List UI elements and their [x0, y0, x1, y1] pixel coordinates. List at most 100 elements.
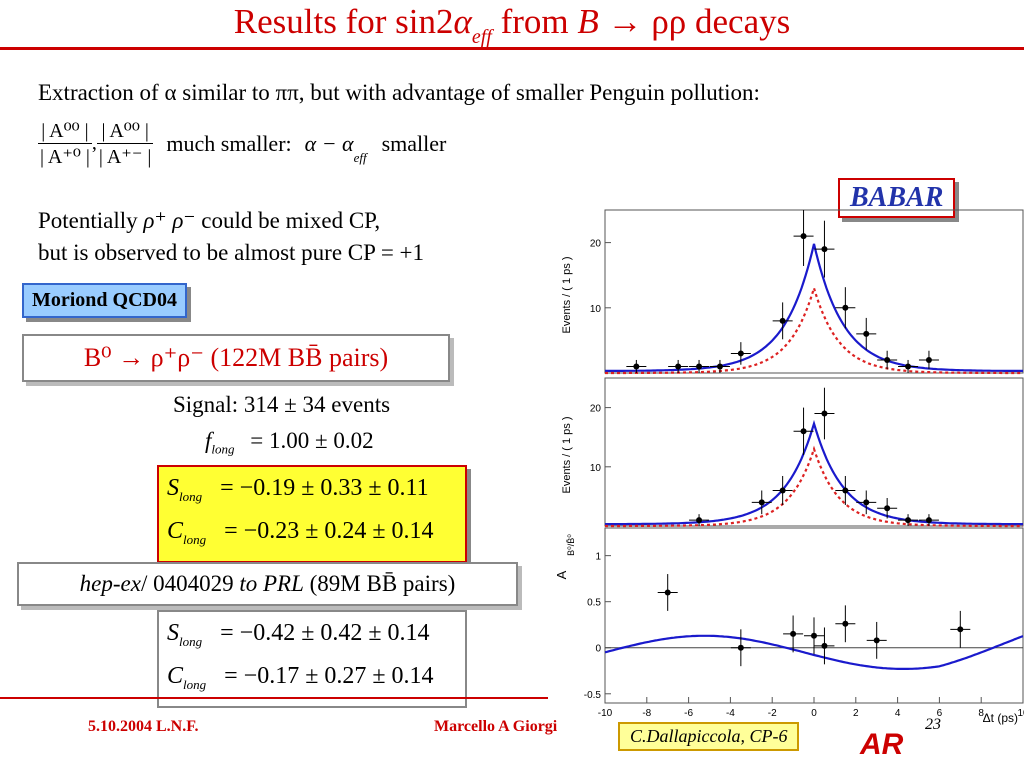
moriond-label: Moriond QCD04	[22, 283, 187, 318]
footer-date: 5.10.2004 L.N.F.	[88, 718, 199, 735]
data-point	[873, 637, 880, 644]
y-tick-label: 10	[590, 463, 602, 474]
data-point	[863, 330, 870, 337]
title-prefix: Results for sin2	[233, 2, 454, 41]
top-fit-curves	[605, 243, 1023, 375]
data-point	[811, 632, 817, 639]
result-box-moriond: Slong = −0.19 ± 0.33 ± 0.11 Clong = −0.2…	[157, 465, 467, 563]
mid-fit-curves	[605, 419, 1023, 528]
mixed-cp-line2: but is observed to be almost pure CP = +…	[38, 240, 425, 265]
bot-fit-curve	[604, 634, 1024, 670]
data-point	[716, 363, 723, 370]
data-point	[779, 317, 786, 324]
fit-signal-mid	[605, 445, 1023, 528]
s-value-2: = −0.42 ± 0.42 ± 0.14	[220, 620, 430, 646]
data-point	[675, 363, 682, 370]
fraction-2-den: | A⁺⁻ |	[98, 146, 152, 168]
data-point	[821, 642, 828, 649]
fraction-2-num: | A⁰⁰ |	[96, 118, 154, 144]
x-tick-label: -8	[642, 708, 651, 719]
decay-box: B⁰ → ρ⁺ρ⁻ (122M BB̄ pairs)	[22, 334, 450, 382]
axis-ticks: -10 -8 -6 -4 -2 0 2 4 6 8 10 10 20 10 20 1 0.5 0 -0.5	[584, 239, 1024, 719]
s-sub-2: long	[179, 633, 203, 649]
data-point	[842, 304, 849, 311]
flong-sub: long	[211, 441, 235, 457]
fit-asym	[604, 634, 1024, 670]
data-point	[800, 428, 807, 435]
delta-t-plots: -10 -8 -6 -4 -2 0 2 4 6 8 10 10 20 10 20 1 0.5 0 -0.5 Even…	[554, 209, 1024, 725]
c-long-row: Clong = −0.23 ± 0.24 ± 0.14	[167, 514, 457, 557]
x-tick-label: -2	[768, 708, 777, 719]
title-arrow: →	[598, 2, 652, 41]
data-points	[626, 210, 971, 667]
flong-value: = 1.00 ± 0.02	[250, 428, 374, 453]
much-smaller-label: much smaller:	[166, 130, 292, 156]
c-value: = −0.23 ± 0.24 ± 0.14	[224, 517, 434, 544]
smaller-label: smaller	[381, 130, 447, 156]
x-tick-label: 0	[811, 708, 817, 719]
y-tick-label: 0	[595, 644, 601, 655]
data-point	[821, 410, 828, 417]
c-long-row-2: Clong = −0.17 ± 0.27 ± 0.14	[167, 659, 457, 702]
data-point	[790, 630, 797, 637]
x-tick-label: -4	[726, 708, 735, 719]
babar-logo: BABAR	[838, 178, 956, 218]
title-middle: from	[491, 2, 578, 41]
yaxis-label-bot-sub: B⁰/B̄⁰	[566, 534, 576, 556]
xaxis-label: Δt (ps)	[983, 711, 1018, 725]
x-tick-label: 2	[853, 708, 859, 719]
slide-title: Results for sin2αeff from B → ρρ decays	[0, 2, 1024, 49]
data-point	[925, 517, 932, 524]
y-tick-label: 20	[590, 404, 602, 415]
y-tick-label: -0.5	[584, 690, 602, 701]
hepex-number: / 0404029	[140, 571, 234, 596]
y-tick-label: 10	[590, 304, 602, 315]
data-point	[758, 499, 765, 506]
title-b: B	[577, 2, 599, 41]
citation-box: C.Dallapiccola, CP-6	[618, 722, 800, 751]
c-value-2: = −0.17 ± 0.27 ± 0.14	[224, 662, 434, 689]
s-label: S	[167, 475, 179, 501]
title-rule	[0, 47, 1024, 50]
yaxis-label-mid: Events / ( 1 ps )	[561, 416, 573, 493]
data-point	[800, 233, 807, 240]
data-point	[664, 589, 671, 596]
mixed-cp-line1: Potentially ρ⁺ ρ⁻ could be mixed CP,	[38, 208, 380, 234]
data-point	[696, 363, 703, 370]
data-point	[925, 356, 932, 363]
data-point	[905, 517, 912, 524]
y-tick-label: 0.5	[587, 598, 601, 609]
data-point	[863, 499, 870, 506]
title-sub: eff	[471, 26, 492, 48]
x-tick-label: 10	[1017, 708, 1024, 719]
x-tick-label: 8	[978, 708, 984, 719]
fraction-1-den: | A⁺⁰ |	[40, 146, 90, 168]
fraction-comma: ,	[91, 132, 97, 154]
intro-line: Extraction of α similar to ππ, but with …	[38, 80, 760, 105]
ratio-expression: | A⁰⁰ | | A⁺⁰ | , | A⁰⁰ | | A⁺⁻ | much s…	[38, 118, 446, 169]
title-suffix: decays	[686, 2, 791, 41]
flong-line: flong = 1.00 ± 0.02	[205, 428, 374, 458]
hepex-pairs: (89M BB̄ pairs)	[303, 571, 456, 596]
bottom-babar-logo: AR	[860, 728, 904, 761]
mixed-post: could be mixed CP,	[195, 208, 381, 233]
data-point	[737, 644, 744, 651]
s-value: = −0.19 ± 0.33 ± 0.11	[220, 475, 429, 501]
x-tick-label: -10	[598, 708, 613, 719]
y-tick-label: 1	[595, 552, 601, 563]
c-sub-2: long	[183, 676, 207, 692]
yaxis-label-top: Events / ( 1 ps )	[561, 256, 573, 333]
signal-line: Signal: 314 ± 34 events	[173, 392, 391, 417]
data-point	[696, 517, 703, 524]
s-long-row: Slong = −0.19 ± 0.33 ± 0.11	[167, 471, 457, 514]
c-label-2: C	[167, 662, 184, 689]
data-point	[779, 487, 786, 494]
x-tick-label: -6	[684, 708, 693, 719]
s-long-row-2: Slong = −0.42 ± 0.42 ± 0.14	[167, 616, 457, 659]
x-tick-label: 4	[895, 708, 901, 719]
data-point	[957, 626, 964, 633]
data-point	[737, 350, 744, 357]
data-point	[633, 363, 640, 370]
data-point	[905, 363, 912, 370]
c-label: C	[167, 517, 184, 544]
